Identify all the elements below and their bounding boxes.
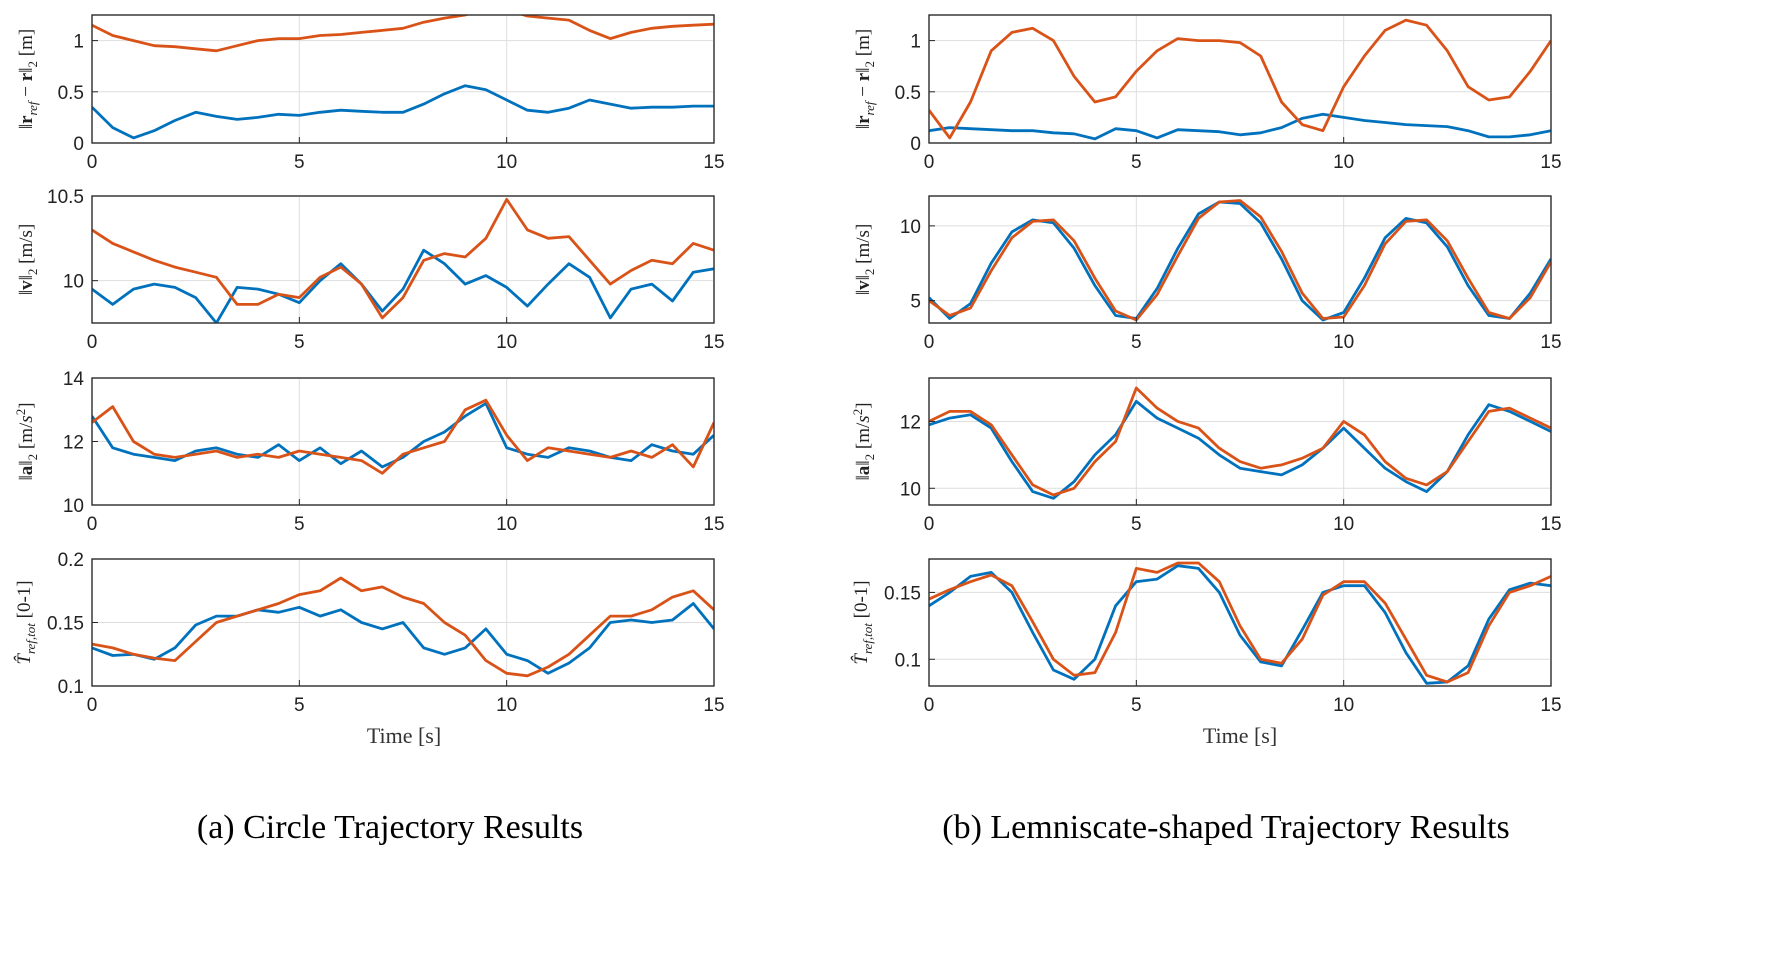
xtick-label-b3-0: 0 (924, 514, 935, 535)
xtick-label-b4-0: 0 (924, 695, 935, 716)
subplot-a3: 0 5 10 15 10 12 14 ‖a‖2 [m/s2] (13, 369, 725, 535)
axes-box-b3 (928, 377, 1552, 506)
series-line-a3-2 (92, 398, 714, 475)
xtick-label-a3-2: 10 (496, 514, 517, 535)
xtick-label-b2-0: 0 (924, 332, 935, 353)
series-line-a1-1 (92, 84, 714, 140)
xtick-label-a1-0: 0 (87, 152, 98, 173)
ytick-label-b1-1: 0.5 (895, 83, 921, 104)
ylabel-a3: ‖a‖2 [m/s2] (13, 402, 40, 480)
ytick-label-b4-0: 0.1 (895, 650, 921, 671)
xtick-label-b2-1: 5 (1131, 332, 1142, 353)
ytick-label-a2-1: 10.5 (47, 187, 84, 208)
ylabel-b2: ‖v‖2 [m/s] (853, 224, 877, 296)
xtick-label-a3-3: 15 (703, 514, 724, 535)
axes-frame-a1 (91, 14, 715, 144)
series-line-b1-1 (929, 112, 1551, 141)
series-line-a2-2 (92, 197, 714, 320)
subplot-b4: 0 5 10 15 0.1 0.15 T̂ref,tot [0-1] (851, 558, 1562, 716)
xtick-label-b4-3: 15 (1540, 695, 1561, 716)
subplot-a4: 0 5 10 15 0.1 0.15 0.2 T̂ref,tot [0-1] (14, 550, 725, 716)
ytick-label-a2-0: 10 (63, 272, 84, 293)
xtick-label-b2-3: 15 (1540, 332, 1561, 353)
xtick-label-a2-1: 5 (294, 332, 305, 353)
xlabel-panel-a: Time [s] (367, 723, 441, 748)
xtick-label-a3-0: 0 (87, 514, 98, 535)
xtick-label-a4-3: 15 (703, 695, 724, 716)
ytick-label-a3-1: 12 (63, 433, 84, 454)
series-line-b2-1 (929, 200, 1551, 322)
ytick-label-a4-1: 0.15 (47, 614, 84, 635)
xtick-label-b1-1: 5 (1131, 152, 1142, 173)
ytick-label-a4-0: 0.1 (58, 677, 84, 698)
ylabel-b4: T̂ref,tot [0-1] (851, 580, 875, 664)
ytick-label-b4-1: 0.15 (884, 583, 921, 604)
ytick-label-b1-0: 0 (910, 134, 921, 155)
ytick-label-b3-0: 10 (900, 479, 921, 500)
xtick-label-a3-1: 5 (294, 514, 305, 535)
xtick-label-b3-1: 5 (1131, 514, 1142, 535)
series-line-a4-2 (92, 576, 714, 678)
subplot-b3: 0 5 10 15 10 12 ‖a‖2 [m/s2] (850, 377, 1562, 535)
axes-frame-b1 (928, 14, 1552, 144)
axes-box-a1 (91, 14, 715, 144)
xtick-label-b2-2: 10 (1333, 332, 1354, 353)
caption-panel-a: (a) Circle Trajectory Results (197, 809, 583, 846)
series-line-b2-2 (929, 199, 1551, 322)
xtick-label-a4-1: 5 (294, 695, 305, 716)
series-line-b1-2 (929, 18, 1551, 140)
axes-frame-b3 (928, 377, 1552, 506)
xtick-label-b4-1: 5 (1131, 695, 1142, 716)
xtick-label-a1-2: 10 (496, 152, 517, 173)
axes-box-b1 (928, 14, 1552, 144)
series-line-a4-1 (92, 602, 714, 675)
subplot-a2: 0 5 10 15 10 10.5 ‖v‖2 [m/s] (16, 187, 725, 353)
ylabel-b1: ‖rref − r‖2 [m] (853, 29, 877, 129)
series-line-b4-2 (929, 561, 1551, 684)
axes-box-b4 (928, 558, 1552, 687)
ytick-label-a1-0: 0 (73, 134, 84, 155)
subplot-b1: 0 5 10 15 0 0.5 1 ‖rref − r‖2 [m] (853, 14, 1562, 173)
xtick-label-a4-0: 0 (87, 695, 98, 716)
xtick-label-a2-2: 10 (496, 332, 517, 353)
xtick-label-a2-3: 15 (703, 332, 724, 353)
axes-frame-a2 (91, 195, 715, 324)
ytick-label-a3-0: 10 (63, 496, 84, 517)
xtick-label-b1-0: 0 (924, 152, 935, 173)
series-line-b3-2 (929, 386, 1551, 497)
xlabel-panel-b: Time [s] (1203, 723, 1277, 748)
ytick-label-b2-0: 5 (910, 292, 921, 313)
xtick-label-a1-1: 5 (294, 152, 305, 173)
ylabel-a4: T̂ref,tot [0-1] (14, 580, 38, 664)
xtick-label-a2-0: 0 (87, 332, 98, 353)
ylabel-a1: ‖rref − r‖2 [m] (16, 29, 40, 129)
xtick-label-b4-2: 10 (1333, 695, 1354, 716)
ytick-label-b2-1: 10 (900, 217, 921, 238)
ytick-label-a3-2: 14 (63, 369, 85, 390)
xtick-label-b3-2: 10 (1333, 514, 1354, 535)
xtick-label-a1-3: 15 (703, 152, 724, 173)
axes-frame-b4 (928, 558, 1552, 687)
ytick-label-b1-2: 1 (910, 32, 921, 53)
ytick-label-a1-2: 1 (73, 32, 84, 53)
axes-box-b2 (928, 195, 1552, 324)
ytick-label-b3-1: 12 (900, 412, 921, 433)
series-line-a1-2 (92, 15, 714, 53)
xtick-label-b1-3: 15 (1540, 152, 1561, 173)
axes-frame-b2 (928, 195, 1552, 324)
caption-panel-b: (b) Lemniscate-shaped Trajectory Results (942, 809, 1509, 846)
ytick-label-a4-2: 0.2 (58, 550, 84, 571)
xtick-label-a4-2: 10 (496, 695, 517, 716)
ylabel-b3: ‖a‖2 [m/s2] (850, 402, 877, 480)
ylabel-a2: ‖v‖2 [m/s] (16, 224, 40, 296)
xtick-label-b3-3: 15 (1540, 514, 1561, 535)
ytick-label-a1-1: 0.5 (58, 83, 84, 104)
subplot-a1: 0 5 10 15 0 0.5 1 ‖rref − r‖2 [m] (16, 14, 725, 173)
series-line-a2-1 (92, 248, 714, 323)
xtick-label-b1-2: 10 (1333, 152, 1354, 173)
